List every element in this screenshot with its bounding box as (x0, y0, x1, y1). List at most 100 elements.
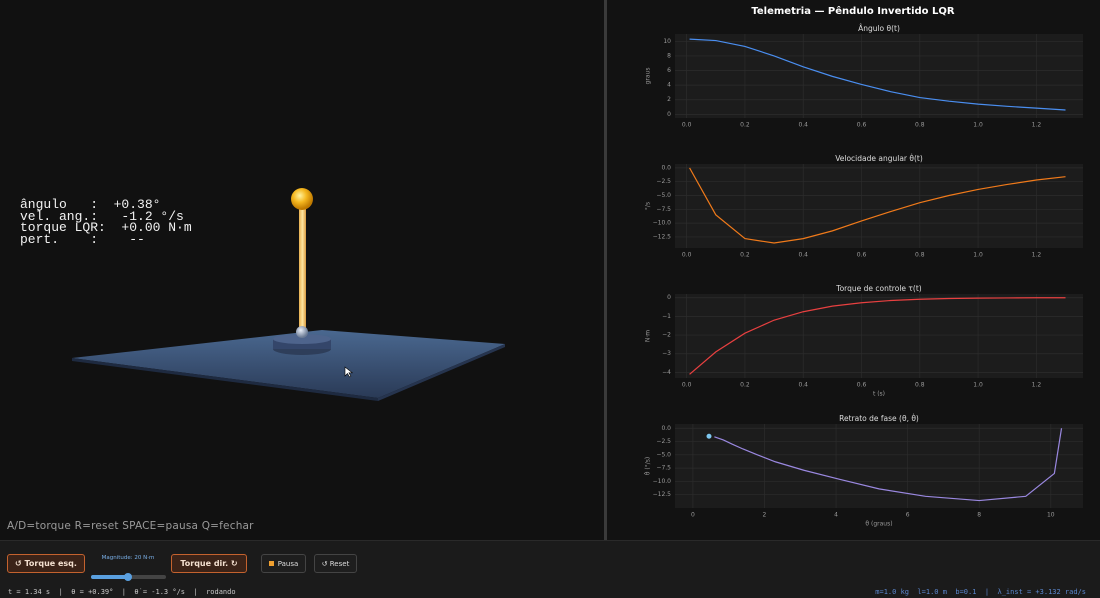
x-tick-label: 0.2 (740, 122, 750, 129)
reset-button[interactable]: ↺ Reset (314, 554, 357, 573)
telemetry-title: Telemetria — Pêndulo Invertido LQR (751, 5, 954, 17)
y-tick-label: 0 (667, 294, 671, 301)
x-tick-label: 0.8 (915, 122, 925, 129)
x-tick-label: 1.0 (973, 122, 983, 129)
x-tick-label: 0.8 (915, 252, 925, 259)
x-tick-label: 0.4 (798, 382, 808, 389)
current-point (706, 433, 712, 439)
readout: ângulo : +0.38° vel. ang.: -1.2 °/s torque… (20, 197, 192, 247)
data-line (714, 428, 1063, 502)
y-tick-label: −4 (662, 369, 671, 376)
x-tick-label: 0.4 (798, 122, 808, 129)
y-tick-label: 2 (667, 96, 671, 103)
y-axis-label: N·m (645, 330, 652, 342)
slider-fill (91, 575, 128, 579)
x-tick-label: 0.4 (798, 252, 808, 259)
platform (72, 330, 505, 398)
pause-icon (268, 561, 274, 566)
y-tick-label: 0 (667, 111, 671, 118)
plot-area (675, 294, 1083, 378)
torque-left-button[interactable]: ↺ Torque esq. (7, 554, 85, 573)
base-disc-top (273, 334, 331, 344)
data-line (689, 167, 1066, 244)
keyboard-hint: A/D=torque R=reset SPACE=pausa Q=fechar (7, 520, 254, 532)
x-tick-label: 2 (763, 512, 767, 519)
platform-edge (378, 344, 505, 401)
y-tick-label: 0.0 (661, 164, 671, 171)
y-axis-label: graus (645, 68, 652, 85)
x-tick-label: 1.2 (1032, 252, 1042, 259)
plot-area (675, 164, 1083, 248)
x-tick-label: 0 (691, 512, 695, 519)
plot-area (675, 34, 1083, 118)
x-tick-label: 0.2 (740, 382, 750, 389)
x-tick-label: 1.2 (1032, 122, 1042, 129)
chart-title: Ângulo θ(t) (858, 24, 900, 33)
readout-line: vel. ang.: -1.2 °/s (20, 208, 184, 224)
torque-right-button[interactable]: Torque dir. ↻ (171, 554, 247, 573)
y-tick-label: −3 (662, 350, 671, 357)
pendulum-rod (299, 207, 306, 331)
divider (604, 0, 607, 540)
x-axis-label: t (s) (873, 391, 885, 398)
x-tick-label: 0.6 (857, 382, 867, 389)
x-tick-label: 0.2 (740, 252, 750, 259)
y-tick-label: 4 (667, 82, 671, 89)
data-line (689, 297, 1066, 375)
control-bar: ↺ Torque esq. Magnitude: 20 N·m Torque d… (0, 540, 1100, 598)
pause-button[interactable]: Pausa (261, 554, 306, 573)
magnitude-label: Magnitude: 20 N·m (101, 555, 155, 561)
slider-knob[interactable] (124, 573, 132, 581)
x-tick-label: 1.0 (973, 382, 983, 389)
y-tick-label: 0.0 (661, 425, 671, 432)
x-tick-label: 1.2 (1032, 382, 1042, 389)
telemetry-panel: Telemetria — Pêndulo Invertido LQR Ângul… (607, 0, 1100, 540)
y-tick-label: −5.0 (656, 192, 671, 199)
x-tick-label: 8 (977, 512, 981, 519)
x-tick-label: 0.8 (915, 382, 925, 389)
x-tick-label: 6 (906, 512, 910, 519)
chart-title: Retrato de fase (θ, θ̇) (839, 414, 919, 423)
chart-title: Torque de controle τ(t) (835, 284, 921, 293)
y-tick-label: 6 (667, 67, 671, 74)
x-tick-label: 0.0 (682, 122, 692, 129)
y-tick-label: 8 (667, 52, 671, 59)
chart-title: Velocidade angular θ̇(t) (835, 154, 923, 163)
y-tick-label: −5.0 (656, 451, 671, 458)
y-tick-label: 10 (663, 38, 671, 45)
y-tick-label: −10.0 (653, 478, 672, 485)
y-tick-label: −2.5 (656, 438, 671, 445)
x-tick-label: 1.0 (973, 252, 983, 259)
pause-label: Pausa (277, 559, 299, 568)
readout-line: pert. : -- (20, 231, 145, 247)
y-tick-label: −1 (662, 313, 671, 320)
scene-3d (0, 0, 604, 540)
x-axis-label: θ (graus) (865, 521, 892, 528)
magnitude-slider[interactable] (91, 573, 166, 581)
plot-area (675, 424, 1083, 508)
y-axis-label: θ̇ (°/s) (644, 457, 651, 475)
y-tick-label: −7.5 (656, 465, 671, 472)
pendulum-bob (291, 188, 313, 210)
readout-line: ângulo : +0.38° (20, 197, 161, 212)
x-tick-label: 10 (1047, 512, 1055, 519)
x-tick-label: 0.6 (857, 122, 867, 129)
y-tick-label: −10.0 (653, 220, 672, 227)
y-tick-label: −2 (662, 332, 671, 339)
data-line (689, 38, 1066, 111)
y-axis-label: °/s (645, 202, 652, 210)
readout-line: torque LQR: +0.00 N·m (20, 220, 192, 236)
status-right: m=1.0 kg l=1.0 m b=0.1 | λ_inst = +3.132… (875, 588, 1086, 596)
x-tick-label: 0.0 (682, 252, 692, 259)
x-tick-label: 0.6 (857, 252, 867, 259)
pivot (296, 326, 308, 338)
mouse-cursor (344, 366, 354, 378)
y-tick-label: −7.5 (656, 206, 671, 213)
y-tick-label: −2.5 (656, 178, 671, 185)
x-tick-label: 0.0 (682, 382, 692, 389)
y-tick-label: −12.5 (653, 491, 672, 498)
x-tick-label: 4 (834, 512, 838, 519)
y-tick-label: −12.5 (653, 233, 672, 240)
status-left: t = 1.34 s | θ = +0.39° | θ̇ = -1.3 °/s … (8, 588, 236, 596)
